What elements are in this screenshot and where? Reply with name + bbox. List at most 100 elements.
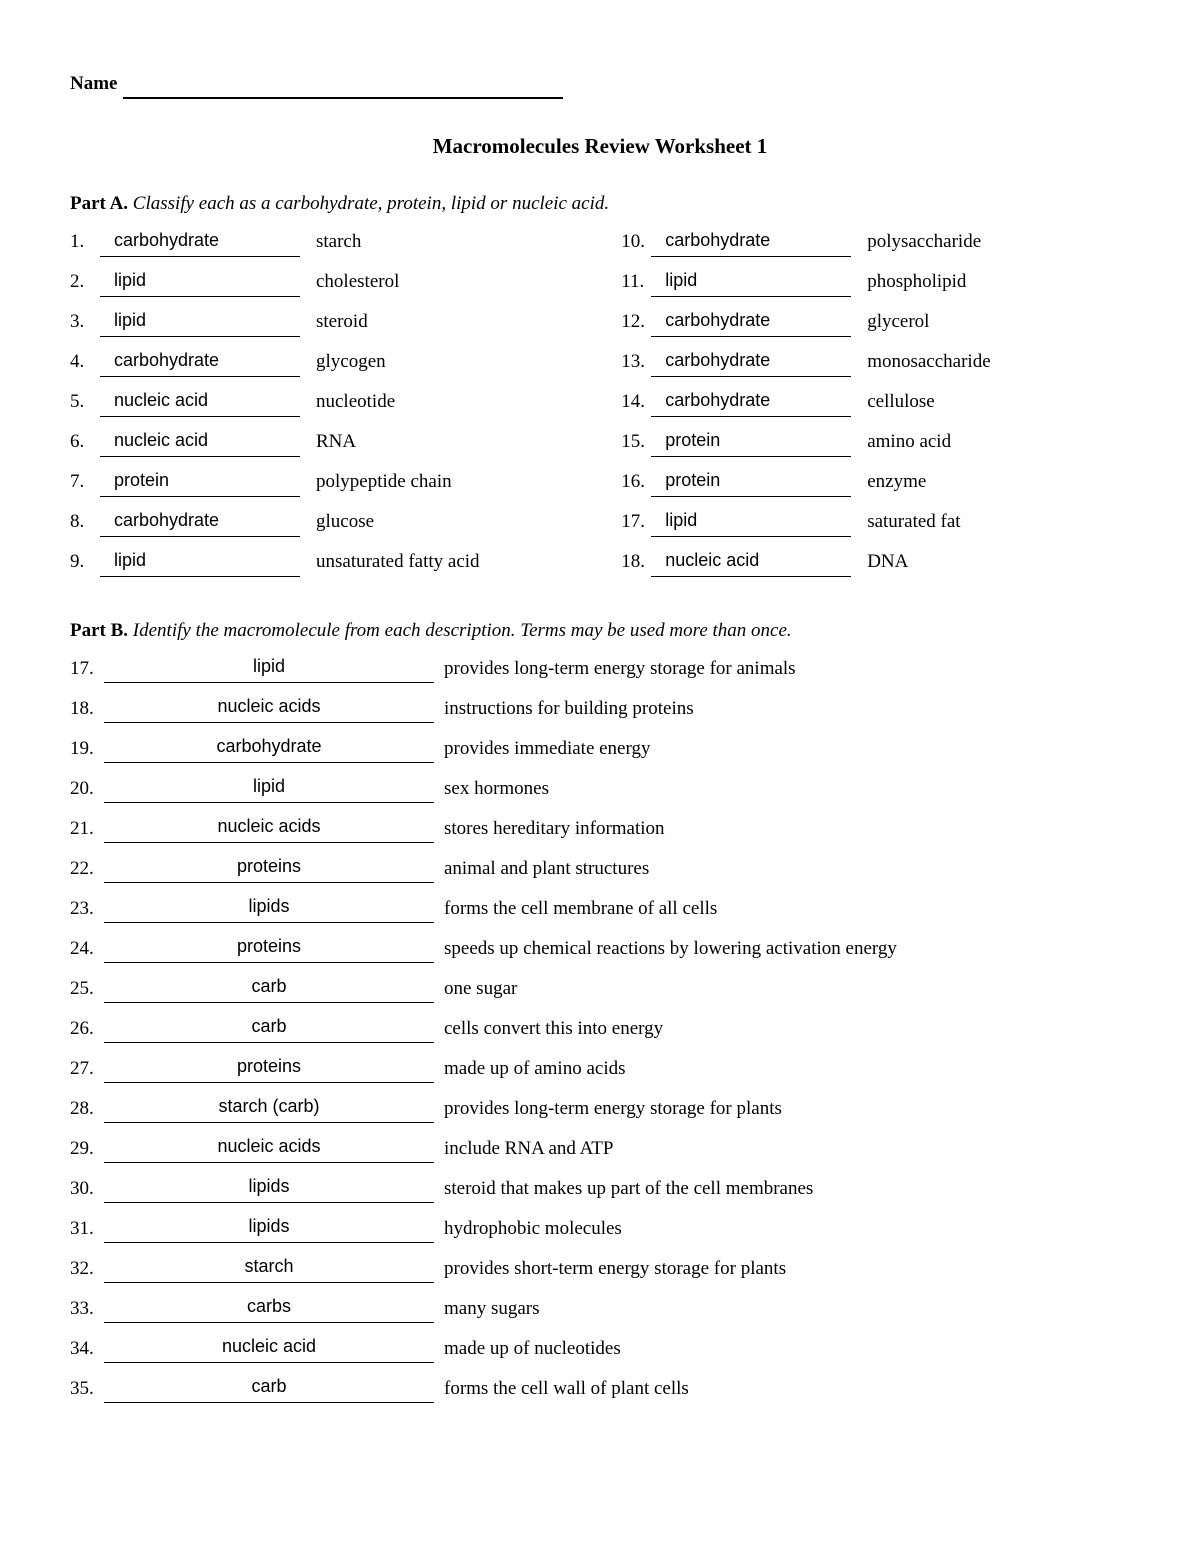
part-b-label: Part B. xyxy=(70,620,128,641)
answer-blank[interactable]: carbohydrate xyxy=(104,739,434,763)
answer-blank[interactable]: carb xyxy=(104,1379,434,1403)
answer-blank[interactable]: nucleic acids xyxy=(104,699,434,723)
part-b-row: 26.carbcells convert this into energy xyxy=(70,1015,1130,1043)
answer-blank[interactable]: lipid xyxy=(651,273,851,297)
question-number: 29. xyxy=(70,1135,104,1164)
answer-blank[interactable]: lipid xyxy=(100,553,300,577)
answer-blank[interactable]: carbohydrate xyxy=(651,353,851,377)
part-b-row: 35.carbforms the cell wall of plant cell… xyxy=(70,1375,1130,1403)
answer-blank[interactable]: protein xyxy=(100,473,300,497)
part-a-row: 7.proteinpolypeptide chain xyxy=(70,469,579,497)
answer-blank[interactable]: starch (carb) xyxy=(104,1099,434,1123)
part-a-row: 3.lipidsteroid xyxy=(70,309,579,337)
question-number: 33. xyxy=(70,1295,104,1324)
question-number: 25. xyxy=(70,975,104,1004)
question-number: 18. xyxy=(621,548,651,577)
answer-text: carbs xyxy=(247,1293,291,1320)
part-a-row: 18.nucleic acid DNA xyxy=(621,549,1130,577)
question-number: 14. xyxy=(621,388,651,417)
answer-blank[interactable]: starch xyxy=(104,1259,434,1283)
answer-blank[interactable]: carbohydrate xyxy=(100,233,300,257)
part-a-row: 14.carbohydratecellulose xyxy=(621,389,1130,417)
answer-blank[interactable]: lipid xyxy=(100,313,300,337)
description-text: include RNA and ATP xyxy=(444,1135,613,1164)
question-number: 6. xyxy=(70,428,100,457)
answer-blank[interactable]: lipids xyxy=(104,899,434,923)
answer-text: lipids xyxy=(248,1173,289,1200)
answer-blank[interactable]: nucleic acid xyxy=(651,553,851,577)
question-number: 34. xyxy=(70,1335,104,1364)
answer-blank[interactable]: carbohydrate xyxy=(100,353,300,377)
name-field-row: Name xyxy=(70,70,1130,99)
part-a-row: 8.carbohydrateglucose xyxy=(70,509,579,537)
answer-blank[interactable]: lipid xyxy=(100,273,300,297)
question-number: 22. xyxy=(70,855,104,884)
answer-text: carbohydrate xyxy=(114,347,219,374)
answer-blank[interactable]: lipid xyxy=(651,513,851,537)
answer-blank[interactable]: proteins xyxy=(104,859,434,883)
answer-blank[interactable]: protein xyxy=(651,473,851,497)
answer-blank[interactable]: carbohydrate xyxy=(651,233,851,257)
answer-text: carbohydrate xyxy=(216,733,321,760)
answer-blank[interactable]: lipid xyxy=(104,659,434,683)
answer-blank[interactable]: carbohydrate xyxy=(100,513,300,537)
answer-blank[interactable]: protein xyxy=(651,433,851,457)
part-b-row: 28.starch (carb)provides long-term energ… xyxy=(70,1095,1130,1123)
part-b-row: 27.proteinsmade up of amino acids xyxy=(70,1055,1130,1083)
answer-text: protein xyxy=(114,467,169,494)
answer-blank[interactable]: nucleic acids xyxy=(104,819,434,843)
description-text: forms the cell membrane of all cells xyxy=(444,895,717,924)
part-b-row: 19.carbohydrateprovides immediate energy xyxy=(70,735,1130,763)
answer-blank[interactable]: lipids xyxy=(104,1179,434,1203)
description-text: made up of amino acids xyxy=(444,1055,626,1084)
description-text: sex hormones xyxy=(444,775,549,804)
question-number: 13. xyxy=(621,348,651,377)
part-a-row: 9.lipidunsaturated fatty acid xyxy=(70,549,579,577)
answer-text: carbohydrate xyxy=(665,387,770,414)
question-number: 30. xyxy=(70,1175,104,1204)
description-text: provides long-term energy storage for an… xyxy=(444,655,796,684)
answer-blank[interactable]: proteins xyxy=(104,939,434,963)
answer-blank[interactable]: nucleic acid xyxy=(100,433,300,457)
part-b-row: 24.proteinsspeeds up chemical reactions … xyxy=(70,935,1130,963)
description-text: stores hereditary information xyxy=(444,815,665,844)
answer-blank[interactable]: lipid xyxy=(104,779,434,803)
question-number: 18. xyxy=(70,695,104,724)
part-b-row: 18.nucleic acidsinstructions for buildin… xyxy=(70,695,1130,723)
term-text: nucleotide xyxy=(316,388,395,417)
answer-blank[interactable]: lipids xyxy=(104,1219,434,1243)
part-a-body: 1.carbohydratestarch2.lipidcholesterol3.… xyxy=(70,229,1130,589)
answer-blank[interactable]: carb xyxy=(104,1019,434,1043)
part-a-row: 13.carbohydratemonosaccharide xyxy=(621,349,1130,377)
term-text: saturated fat xyxy=(867,508,960,537)
question-number: 31. xyxy=(70,1215,104,1244)
term-text: RNA xyxy=(316,428,356,457)
description-text: provides long-term energy storage for pl… xyxy=(444,1095,782,1124)
answer-blank[interactable]: carbohydrate xyxy=(651,393,851,417)
question-number: 24. xyxy=(70,935,104,964)
question-number: 1. xyxy=(70,228,100,257)
question-number: 3. xyxy=(70,308,100,337)
name-blank-line[interactable] xyxy=(123,78,563,99)
answer-blank[interactable]: carbohydrate xyxy=(651,313,851,337)
answer-text: proteins xyxy=(237,933,301,960)
answer-text: nucleic acid xyxy=(114,387,208,414)
answer-blank[interactable]: nucleic acid xyxy=(104,1339,434,1363)
answer-text: lipid xyxy=(114,307,146,334)
part-b-row: 25.carbone sugar xyxy=(70,975,1130,1003)
answer-blank[interactable]: carbs xyxy=(104,1299,434,1323)
answer-blank[interactable]: carb xyxy=(104,979,434,1003)
description-text: cells convert this into energy xyxy=(444,1015,663,1044)
answer-text: carb xyxy=(251,1013,286,1040)
part-a-row: 6.nucleic acid RNA xyxy=(70,429,579,457)
question-number: 20. xyxy=(70,775,104,804)
term-text: DNA xyxy=(867,548,908,577)
term-text: cellulose xyxy=(867,388,935,417)
answer-blank[interactable]: nucleic acids xyxy=(104,1139,434,1163)
question-number: 5. xyxy=(70,388,100,417)
answer-blank[interactable]: nucleic acid xyxy=(100,393,300,417)
answer-text: proteins xyxy=(237,853,301,880)
question-number: 17. xyxy=(70,655,104,684)
answer-blank[interactable]: proteins xyxy=(104,1059,434,1083)
part-b-row: 29.nucleic acids include RNA and ATP xyxy=(70,1135,1130,1163)
